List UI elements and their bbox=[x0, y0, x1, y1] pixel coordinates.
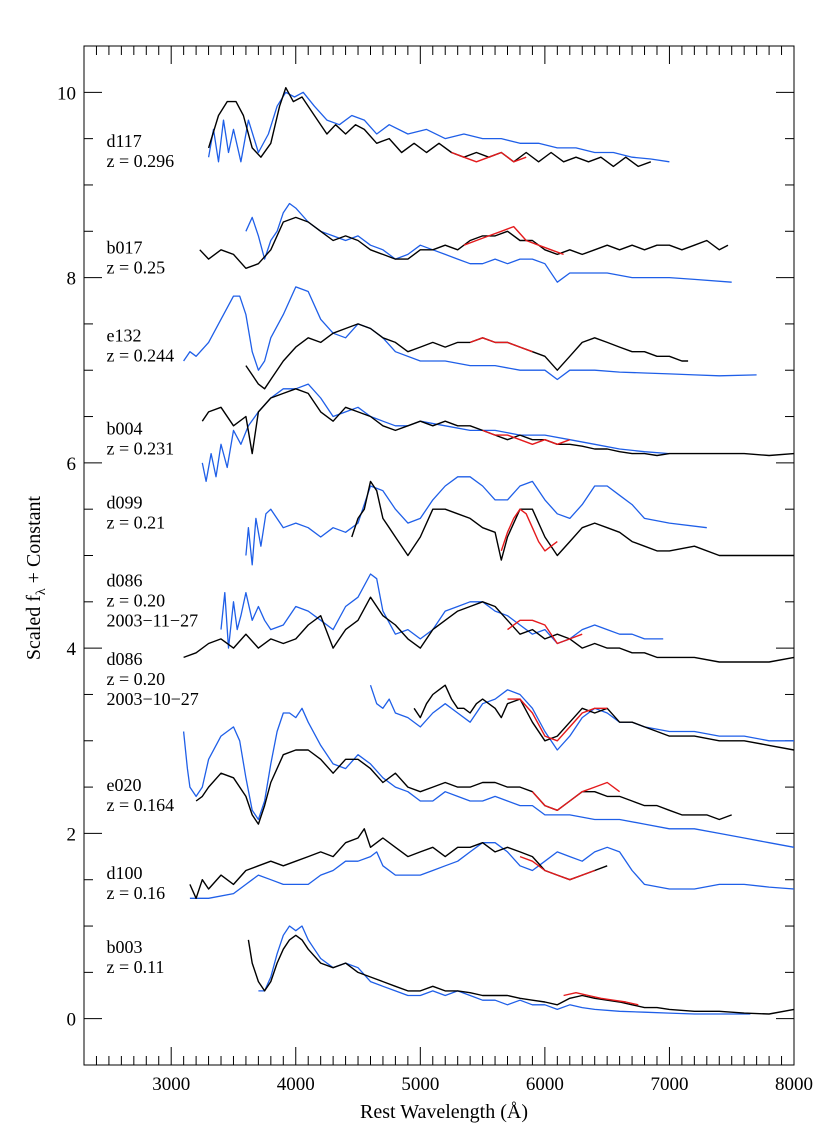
template-spectrum-1 bbox=[245, 202, 732, 283]
y-tick-label: 2 bbox=[67, 824, 77, 845]
spectrum-label: z = 0.20 bbox=[106, 590, 165, 610]
highlight-segment-0 bbox=[451, 151, 527, 163]
observed-spectrum-4 bbox=[351, 480, 794, 561]
y-tick-label: 4 bbox=[67, 639, 77, 660]
template-spectrum-6 bbox=[369, 684, 794, 751]
highlight-segment-5 bbox=[507, 619, 583, 645]
highlight-segment-1 bbox=[463, 225, 564, 256]
y-tick-label: 6 bbox=[67, 454, 77, 475]
plot-frame bbox=[83, 45, 795, 1066]
template-spectrum-0 bbox=[207, 91, 670, 163]
x-tick-label: 8000 bbox=[775, 1074, 813, 1095]
spectrum-label: b004 bbox=[106, 418, 142, 438]
observed-spectrum-5 bbox=[183, 596, 795, 663]
spectrum-label: z = 0.25 bbox=[106, 258, 165, 278]
spectrum-label: z = 0.21 bbox=[106, 512, 165, 532]
x-tick-label: 4000 bbox=[277, 1074, 315, 1095]
observed-spectrum-2 bbox=[245, 323, 689, 390]
observed-spectrum-0 bbox=[207, 86, 652, 168]
observed-spectrum-7 bbox=[195, 749, 732, 825]
y-axis-title-rest: + Constant bbox=[23, 495, 45, 588]
template-spectrum-4 bbox=[245, 476, 707, 566]
observed-spectrum-3 bbox=[201, 388, 795, 457]
y-tick-label: 0 bbox=[67, 1010, 77, 1031]
spectrum-label: b017 bbox=[106, 238, 142, 258]
y-tick-label: 10 bbox=[57, 83, 76, 104]
spectrum-label: z = 0.164 bbox=[106, 795, 174, 815]
spectrum-label: z = 0.16 bbox=[106, 883, 165, 903]
spectrum-label: z = 0.244 bbox=[106, 346, 174, 366]
x-tick-label: 7000 bbox=[650, 1074, 688, 1095]
highlight-segment-9 bbox=[563, 992, 639, 1006]
observed-spectrum-8 bbox=[189, 828, 608, 899]
highlight-segment-6 bbox=[507, 698, 608, 742]
y-axis-title-sub: λ bbox=[34, 588, 49, 595]
spectrum-label: e020 bbox=[106, 775, 141, 795]
spectrum-label: d086 bbox=[106, 570, 142, 590]
spectrum-label: b003 bbox=[106, 937, 142, 957]
axes: 3000 4000 5000 6000 7000 8000 0 2 4 6 8 10 bbox=[57, 45, 813, 1095]
template-spectrum-5 bbox=[220, 573, 664, 649]
highlight-segment-7 bbox=[531, 781, 621, 811]
highlight-segment-2 bbox=[469, 337, 533, 353]
observed-spectrum-9 bbox=[247, 934, 795, 1015]
spectrum-label: z = 0.20 bbox=[106, 669, 165, 689]
template-spectrum-9 bbox=[258, 925, 751, 1015]
spectrum-label: z = 0.296 bbox=[106, 151, 174, 171]
template-spectrum-3 bbox=[201, 383, 670, 483]
x-tick-label: 5000 bbox=[401, 1074, 439, 1095]
spectrum-label: d117 bbox=[106, 131, 141, 151]
spectrum-label: e132 bbox=[106, 326, 141, 346]
x-axis-title: Rest Wavelength (Å) bbox=[360, 1101, 528, 1123]
spectrum-label: z = 0.231 bbox=[106, 438, 174, 458]
highlight-segment-3 bbox=[482, 429, 571, 445]
highlight-segment-4 bbox=[500, 508, 558, 552]
spectrum-label: 2003−10−27 bbox=[106, 689, 198, 709]
spectrum-label: d086 bbox=[106, 649, 142, 669]
y-axis-title-main: Scaled f bbox=[23, 595, 45, 660]
template-spectrum-2 bbox=[183, 286, 757, 381]
spectrum-label: d099 bbox=[106, 492, 142, 512]
template-spectrum-7 bbox=[182, 707, 795, 848]
template-spectrum-8 bbox=[189, 842, 795, 899]
x-tick-label: 6000 bbox=[526, 1074, 564, 1095]
series-layer bbox=[182, 86, 795, 1015]
spectrum-label: z = 0.11 bbox=[106, 957, 164, 977]
y-tick-label: 8 bbox=[67, 269, 77, 290]
spectrum-label: 2003−11−27 bbox=[106, 610, 198, 630]
spectrum-label: d100 bbox=[106, 863, 142, 883]
y-axis-title: Scaled fλ + Constant bbox=[23, 495, 49, 660]
highlight-segment-8 bbox=[519, 855, 595, 881]
observed-spectrum-6 bbox=[413, 684, 795, 751]
x-tick-label: 3000 bbox=[152, 1074, 190, 1095]
